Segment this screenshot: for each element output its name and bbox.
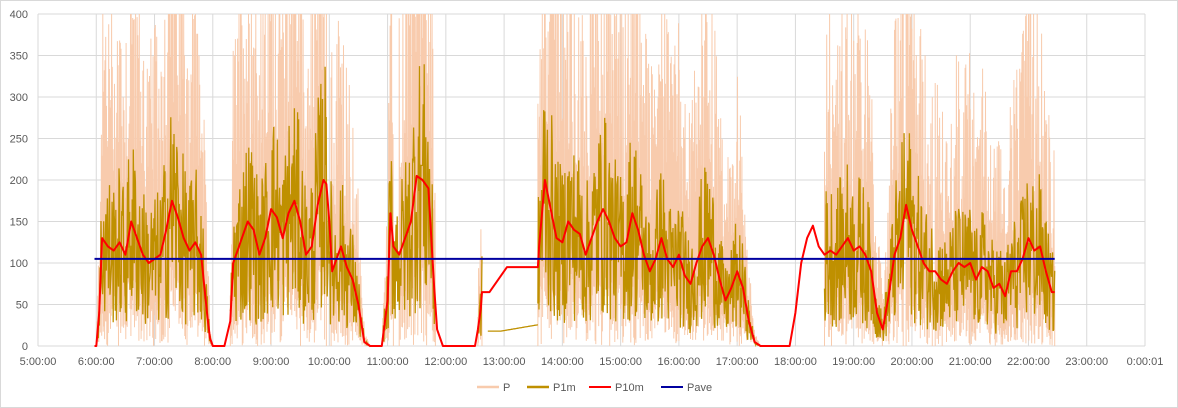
y-tick-label: 250: [10, 134, 28, 146]
x-tick-label: 9:00:00: [253, 356, 290, 368]
x-tick-label: 16:00:00: [657, 356, 700, 368]
y-tick-label: 150: [10, 217, 28, 229]
x-tick-label: 21:00:00: [949, 356, 992, 368]
x-tick-label: 10:00:00: [308, 356, 351, 368]
x-tick-label: 6:00:00: [78, 356, 115, 368]
x-tick-label: 19:00:00: [832, 356, 875, 368]
legend-label-P10m: P10m: [615, 382, 644, 394]
y-tick-label: 350: [10, 51, 28, 63]
x-tick-label: 8:00:00: [194, 356, 231, 368]
x-tick-label: 0:00:01: [1127, 356, 1164, 368]
axes: 0 50 100 150 200 250 300 350 400 5:00:00 6:00:00 7:…: [10, 9, 1164, 368]
legend-label-Pave: Pave: [687, 382, 712, 394]
x-tick-label: 18:00:00: [774, 356, 817, 368]
x-tick-label: 12:00:00: [424, 356, 467, 368]
x-tick-label: 23:00:00: [1065, 356, 1108, 368]
series-P1m-line: [95, 64, 1056, 348]
legend: P P1m P10m Pave: [477, 382, 712, 394]
x-tick-label: 11:00:00: [367, 356, 409, 368]
legend-label-P: P: [503, 382, 510, 394]
x-tick-label: 17:00:00: [716, 356, 759, 368]
x-tick-label: 13:00:00: [483, 356, 526, 368]
y-tick-label: 400: [10, 9, 28, 21]
y-tick-label: 100: [10, 258, 28, 270]
x-tick-label: 5:00:00: [20, 356, 57, 368]
y-tick-label: 0: [22, 341, 28, 353]
series-layer: [94, 13, 1056, 348]
x-tick-label: 22:00:00: [1007, 356, 1050, 368]
x-tick-label: 14:00:00: [541, 356, 584, 368]
x-tick-label: 7:00:00: [136, 356, 173, 368]
series-P10m-line: [94, 174, 1055, 347]
y-tick-label: 200: [10, 175, 28, 187]
y-tick-label: 300: [10, 92, 28, 104]
x-tick-label: 20:00:00: [891, 356, 934, 368]
legend-label-P1m: P1m: [553, 382, 576, 394]
y-tick-label: 50: [16, 300, 28, 312]
x-tick-label: 15:00:00: [599, 356, 642, 368]
